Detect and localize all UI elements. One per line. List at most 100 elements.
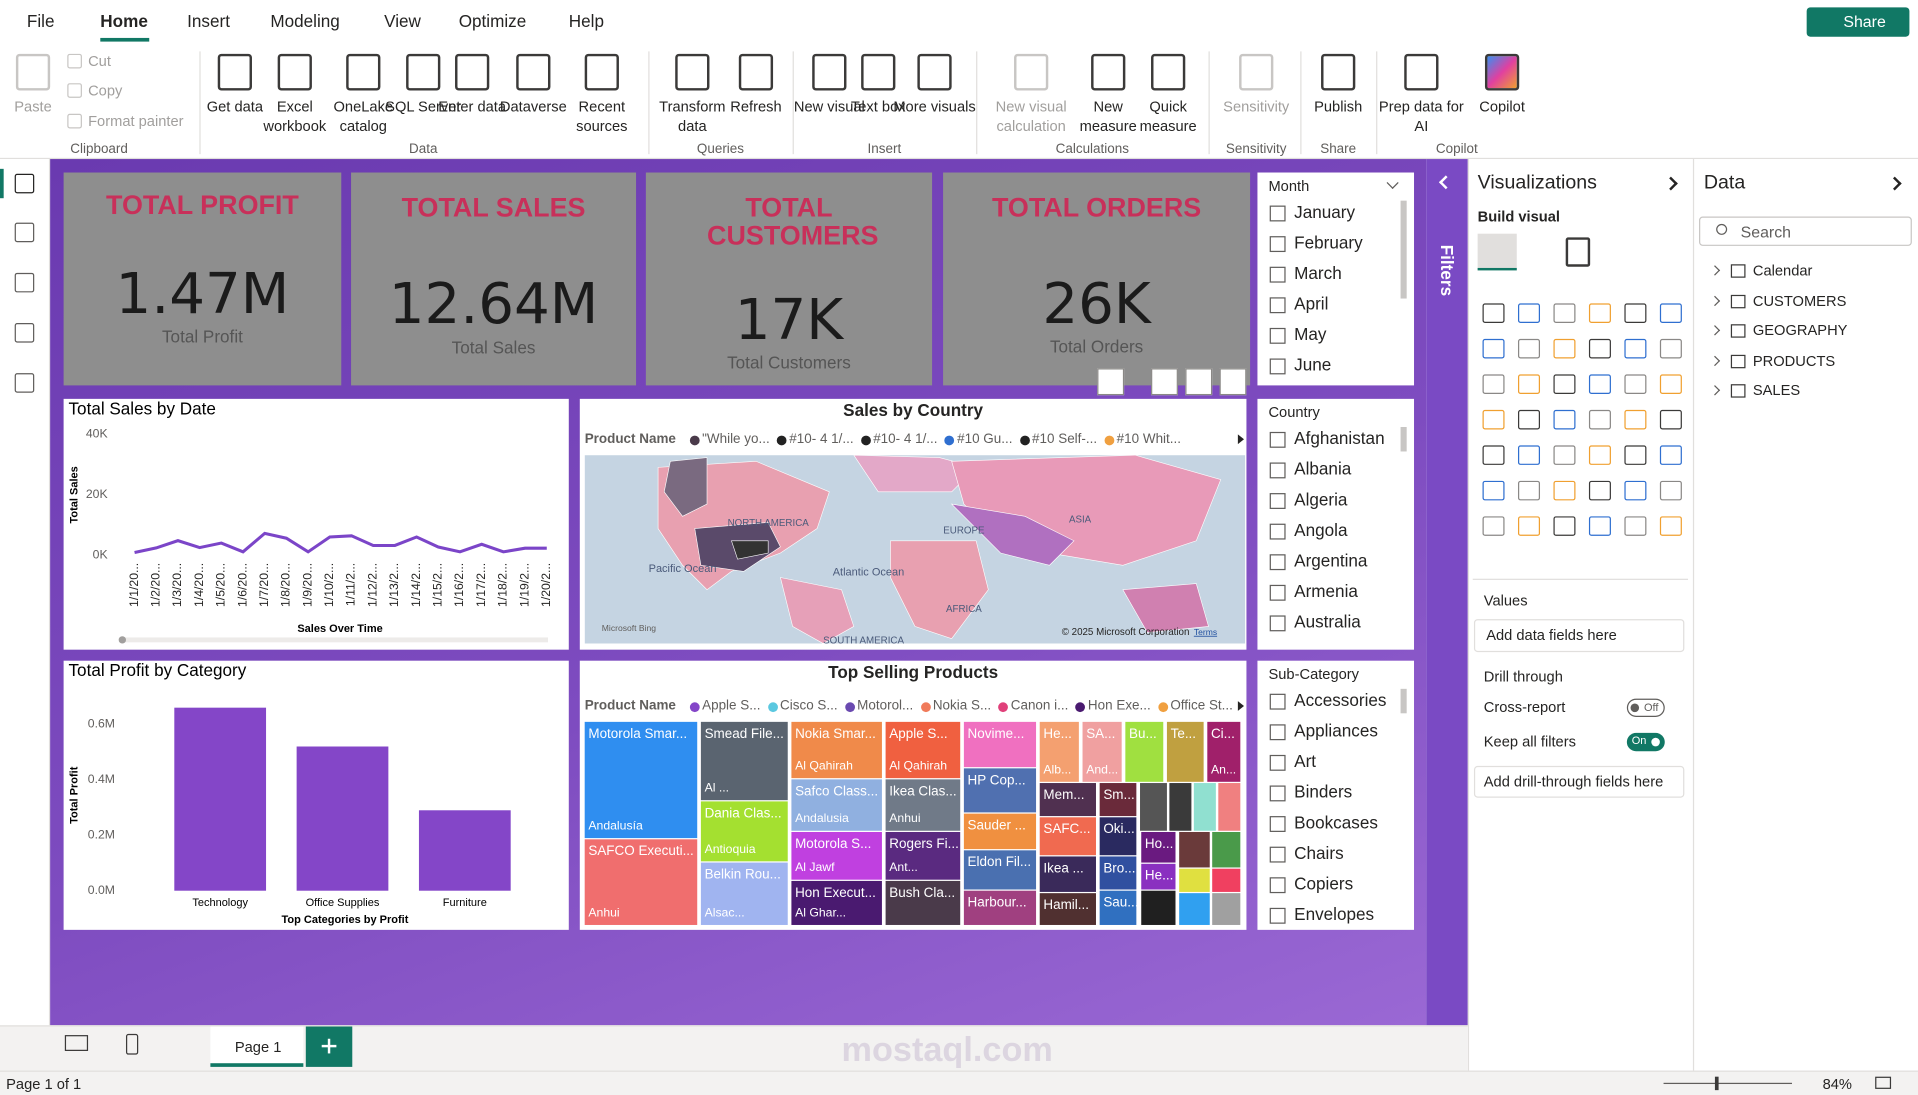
treemap-tile[interactable]: Harbour...	[963, 890, 1037, 925]
nav-icon[interactable]	[14, 173, 35, 194]
visual-icon[interactable]	[1553, 338, 1576, 359]
treemap-tile[interactable]	[1212, 893, 1241, 925]
slicer-item[interactable]: Art	[1294, 751, 1317, 771]
treemap-tile[interactable]: Ci... An...	[1207, 721, 1241, 782]
visual-icon[interactable]	[1624, 445, 1647, 465]
treemap-tile[interactable]: SA... And...	[1082, 721, 1122, 782]
visual-icon[interactable]	[1659, 374, 1682, 394]
nav-icon[interactable]	[14, 222, 35, 243]
visual-icon[interactable]	[1624, 516, 1647, 536]
visual-header-icon[interactable]	[1151, 368, 1178, 396]
legend-entry[interactable]: Office St...	[1170, 698, 1233, 714]
format-icon[interactable]	[1565, 237, 1591, 267]
treemap-tile[interactable]	[1179, 831, 1210, 868]
treemap-tile[interactable]: Mem...	[1039, 783, 1096, 817]
visual-icon[interactable]	[1659, 338, 1682, 359]
ribbon-tab[interactable]: Home	[100, 11, 148, 31]
treemap-tile[interactable]: Bush Cla...	[885, 880, 961, 925]
legend-entry[interactable]: Apple S...	[702, 698, 761, 714]
treemap-tile[interactable]: HP Cop...	[963, 768, 1037, 813]
treemap-tile[interactable]: Ikea Clas... Anhui	[885, 779, 961, 831]
visual-icon[interactable]	[1517, 374, 1541, 394]
treemap-tile[interactable]	[1179, 868, 1210, 892]
slicer-checkbox[interactable]	[1269, 693, 1286, 710]
slicer-checkbox[interactable]	[1269, 266, 1286, 283]
slicer-checkbox[interactable]	[1269, 462, 1286, 479]
legend-entry[interactable]: "While yo...	[702, 431, 770, 447]
visual-icon[interactable]	[1588, 374, 1611, 394]
ribbon-button[interactable]: New measure	[1079, 97, 1137, 135]
slicer-item[interactable]: Algeria	[1294, 489, 1348, 509]
visual-icon[interactable]	[1517, 445, 1541, 465]
visual-header-icon[interactable]	[1219, 368, 1247, 396]
treemap-tile[interactable]: Bro...	[1099, 856, 1137, 890]
visual-icon[interactable]	[1553, 303, 1576, 324]
visual-icon[interactable]	[1588, 445, 1611, 465]
slicer-checkbox[interactable]	[1269, 785, 1286, 802]
slicer-item[interactable]: Australia	[1294, 611, 1361, 632]
legend-entry[interactable]: Canon i...	[1010, 698, 1069, 714]
share-button[interactable]: Share	[1806, 7, 1910, 37]
slicer-checkbox[interactable]	[1269, 205, 1286, 222]
legend-entry[interactable]: Nokia S...	[932, 698, 992, 714]
visual-icon[interactable]	[1588, 409, 1611, 430]
slicer-item[interactable]: Armenia	[1294, 581, 1358, 601]
slicer-checkbox[interactable]	[1269, 816, 1286, 832]
table-name[interactable]: Calendar	[1752, 261, 1813, 279]
treemap-tile[interactable]: Bu...	[1125, 721, 1164, 782]
treemap-tile[interactable]	[1193, 783, 1216, 831]
visual-icon[interactable]	[1588, 338, 1611, 359]
zoom-thumb[interactable]	[1714, 1076, 1719, 1091]
slicer-item[interactable]: Envelopes	[1294, 904, 1375, 924]
legend-entry[interactable]: Cisco S...	[780, 698, 838, 714]
ribbon-button[interactable]: Cut	[88, 52, 111, 70]
ribbon-button[interactable]: New visual calculation	[995, 97, 1067, 135]
treemap-tile[interactable]: Motorola S... Al Jawf	[791, 831, 882, 880]
share-label[interactable]: Share	[1843, 12, 1886, 31]
visual-icon[interactable]	[1588, 516, 1611, 536]
slicer-item[interactable]: Binders	[1294, 781, 1353, 802]
slicer-checkbox[interactable]	[1269, 297, 1286, 314]
ribbon-button[interactable]: Refresh	[730, 97, 782, 116]
legend-entry[interactable]: #10 Gu...	[957, 431, 1013, 447]
visual-icon[interactable]	[1553, 374, 1576, 394]
slicer-checkbox[interactable]	[1269, 523, 1286, 540]
ribbon-button[interactable]: Copy	[88, 81, 123, 100]
ribbon-button[interactable]: Copilot	[1479, 97, 1525, 116]
treemap-tile[interactable]	[1140, 783, 1167, 831]
ribbon-button[interactable]: Transform data	[659, 97, 726, 135]
treemap-tile[interactable]	[1218, 783, 1241, 831]
ribbon-tab[interactable]: Help	[568, 11, 605, 31]
legend-entry[interactable]: #10- 4 1/...	[873, 431, 938, 447]
treemap-tile[interactable]: Sau...	[1099, 890, 1137, 925]
visual-icon[interactable]	[1517, 480, 1541, 501]
slicer-item[interactable]: Bookcases	[1294, 812, 1378, 832]
treemap-tile[interactable]: Hon Execut... Al Ghar...	[791, 880, 882, 925]
field-well-text[interactable]: Add data fields here	[1486, 626, 1617, 644]
ribbon-button[interactable]: Sensitivity	[1223, 97, 1290, 116]
visual-icon[interactable]	[1553, 516, 1576, 536]
visual-icon[interactable]	[1624, 374, 1647, 394]
toggle-on[interactable]: On	[1626, 732, 1665, 752]
treemap-tile[interactable]: SAFCO Executi... Anhui	[584, 839, 698, 925]
slicer-checkbox[interactable]	[1269, 236, 1286, 253]
ribbon-button[interactable]: Enter data	[438, 97, 507, 116]
slicer-item[interactable]: April	[1294, 293, 1329, 314]
visual-icon[interactable]	[1482, 409, 1505, 430]
slicer-checkbox[interactable]	[1269, 327, 1286, 344]
zoom-slider[interactable]	[1663, 1082, 1792, 1085]
legend-entry[interactable]: #10 Self-...	[1032, 431, 1098, 447]
visual-icon[interactable]	[1553, 409, 1576, 430]
ribbon-button[interactable]: Publish	[1314, 97, 1363, 116]
filters-label[interactable]: Filters	[1437, 244, 1457, 297]
treemap-tile[interactable]: Apple S... Al Qahirah	[885, 721, 961, 779]
treemap-tile[interactable]: Sm...	[1099, 783, 1137, 817]
slicer-checkbox[interactable]	[1269, 615, 1286, 632]
treemap-tile[interactable]: Hamil...	[1039, 893, 1096, 925]
treemap-tile[interactable]: Rogers Fi... Ant...	[885, 831, 961, 880]
ribbon-button[interactable]: Paste	[14, 97, 52, 116]
filters-strip[interactable]	[1426, 159, 1468, 1026]
desktop-view-icon[interactable]	[64, 1035, 89, 1051]
treemap-tile[interactable]	[1141, 890, 1176, 925]
ribbon-button[interactable]: OneLake catalog	[333, 97, 394, 135]
